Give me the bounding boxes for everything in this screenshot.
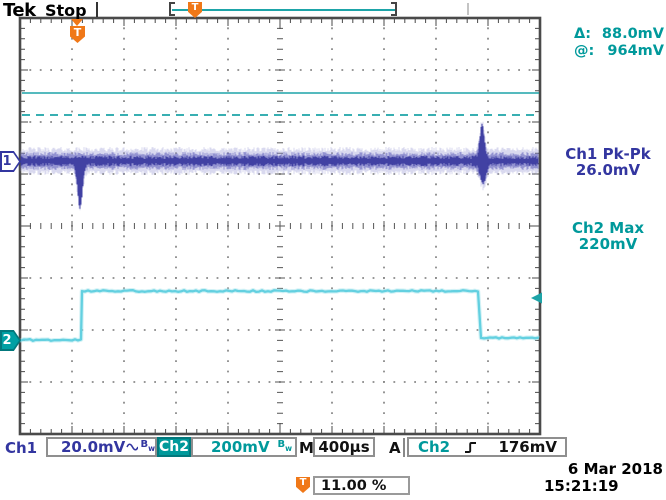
- bw-limit-icon: B w: [140, 439, 155, 454]
- acquisition-mode-label: A: [389, 439, 401, 457]
- trigger-position-t-icon: T: [70, 26, 85, 43]
- ch1-scale-box: 20.0mV B w: [46, 437, 157, 457]
- time-display: 15:21:19: [544, 477, 619, 495]
- cursor-abs-label: @:: [574, 43, 595, 59]
- trigger-readout-box: Ch2 176mV: [407, 437, 567, 457]
- hpos-value: 11.00 %: [321, 477, 387, 494]
- hpos-trigger-icon: T: [296, 477, 310, 493]
- ch1-scale-value: 20.0mV: [61, 438, 126, 456]
- ch2-label-badge: Ch2: [157, 437, 191, 457]
- rising-edge-icon: [465, 441, 477, 453]
- record-view-window-line: [172, 9, 395, 11]
- record-view-right-bracket: [391, 2, 397, 16]
- cursor-delta-label: Δ:: [574, 26, 592, 42]
- bw-limit-icon: B w: [277, 439, 292, 454]
- timebase-value: 400µs: [318, 438, 370, 456]
- acquisition-status: Stop: [45, 1, 87, 20]
- cursor-abs-value: 964mV: [607, 43, 664, 59]
- topbar-separator: [96, 2, 98, 17]
- cursor-delta-value: 88.0mV: [601, 26, 664, 42]
- acq-separator: [403, 438, 405, 457]
- ch2-scale-box: 200mV B w: [191, 437, 297, 457]
- trigger-position-arrow-icon: [71, 19, 83, 26]
- trigger-source: Ch2: [418, 438, 451, 456]
- timebase-label: M: [299, 439, 314, 457]
- date-display: 6 Mar 2018: [567, 460, 663, 478]
- record-view-left-bracket: [169, 2, 175, 16]
- ch2-marker-label: 2: [2, 333, 12, 348]
- measurement-ch2-value: 220mV: [578, 234, 638, 253]
- tek-logo: Tek: [3, 0, 36, 21]
- timebase-box: 400µs: [313, 437, 375, 457]
- ch1-ground-marker: 1: [0, 151, 21, 172]
- record-view-tick: [467, 3, 469, 15]
- sine-wave-icon: [126, 443, 139, 451]
- measurement-ch2-max: Ch2 Max 220mV: [553, 219, 663, 253]
- record-view-trigger-icon: T: [188, 2, 202, 18]
- ch1-marker-fill: [2, 153, 19, 170]
- measurement-ch1-value: 26.0mV: [575, 160, 641, 179]
- measurement-ch1-pkpk: Ch1 Pk-Pk 26.0mV: [553, 145, 663, 179]
- ch2-scale-value: 200mV: [211, 438, 270, 456]
- ch1-label: Ch1: [5, 439, 38, 457]
- cursor-readout: Δ: 88.0mV @: 964mV: [574, 26, 664, 60]
- hpos-box: 11.00 %: [313, 476, 410, 495]
- ch2-ground-marker: 2: [0, 330, 21, 351]
- measurement-ch2-label: Ch2 Max: [571, 219, 645, 237]
- ch2-marker-fill: [2, 332, 19, 349]
- measurement-ch1-label: Ch1 Pk-Pk: [565, 145, 651, 163]
- ch1-marker-label: 1: [2, 154, 12, 169]
- trigger-level-value: 176mV: [498, 438, 557, 456]
